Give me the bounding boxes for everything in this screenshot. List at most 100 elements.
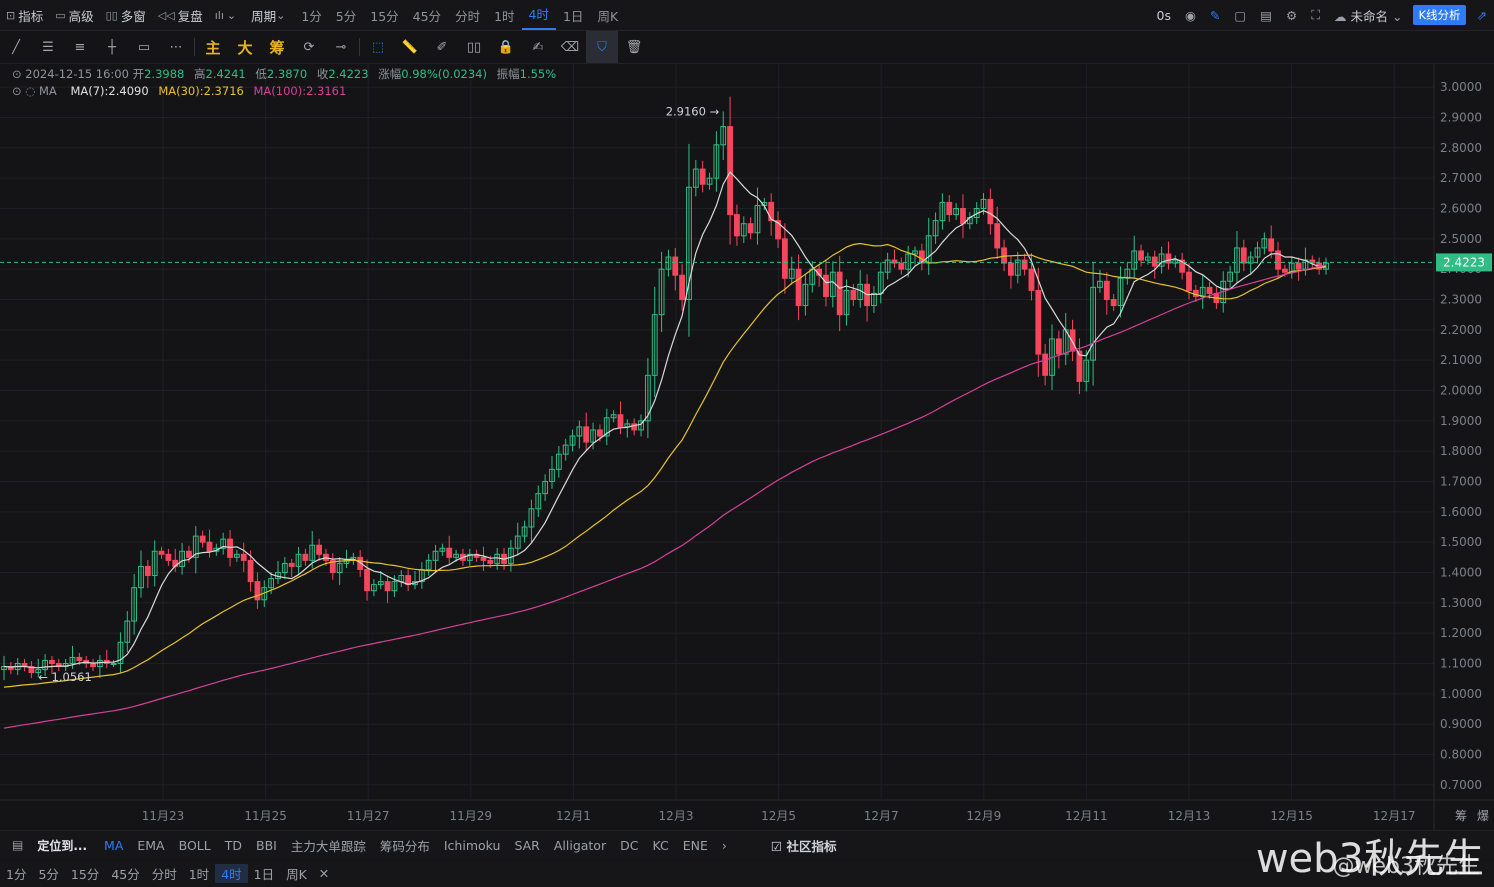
candle-body: [1117, 277, 1124, 307]
collapse-icon[interactable]: ⊙: [12, 84, 22, 98]
more-tools-icon[interactable]: ⋯: [169, 39, 183, 55]
candle-body: [1295, 262, 1302, 270]
lock-icon[interactable]: 🔒: [497, 39, 515, 55]
replay-button[interactable]: ◁◁ 复盘: [152, 0, 209, 30]
eye-icon[interactable]: ◌: [25, 84, 36, 98]
indicator-ma[interactable]: MA: [104, 837, 124, 853]
candle-body: [446, 547, 453, 558]
chevron-right-icon[interactable]: ›: [721, 837, 727, 853]
parallel-lines-icon[interactable]: ☰: [42, 39, 54, 55]
candle-body: [1288, 262, 1295, 273]
chip-toggle[interactable]: 筹: [269, 38, 285, 57]
indicator-kc[interactable]: KC: [652, 837, 669, 853]
candle-body: [535, 493, 542, 510]
layout-icon[interactable]: ▤: [12, 838, 24, 852]
interval-15m[interactable]: 15分: [370, 8, 399, 24]
candle-body: [1240, 247, 1247, 264]
bottom-interval-1h[interactable]: 1时: [188, 867, 210, 882]
low-value: 2.3870: [266, 67, 308, 81]
indicator-label: 指标: [18, 8, 44, 24]
watermark-sub: @web3秋先生: [1332, 854, 1481, 879]
sync-icon[interactable]: ⟳: [303, 39, 315, 55]
ma-legend: ⊙ ◌ MA MA(7):2.4090 MA(30):2.3716 MA(100…: [12, 84, 346, 98]
candle-body: [302, 553, 309, 561]
y-tick-label: 2.6000: [1440, 202, 1482, 216]
horizontal-lines-icon[interactable]: ≡: [74, 39, 86, 55]
indicator-alligator[interactable]: Alligator: [553, 837, 607, 853]
interval-1d[interactable]: 1日: [562, 8, 584, 24]
bottom-interval-time-share[interactable]: 分时: [151, 867, 177, 882]
community-indicators-button[interactable]: ☑ 社区指标: [764, 836, 844, 855]
locate-button[interactable]: 定位到...: [37, 838, 88, 853]
candle-body: [617, 414, 624, 428]
indicator-ema[interactable]: EMA: [137, 837, 165, 853]
horizontal-ray-icon[interactable]: ┼: [108, 39, 116, 55]
candle-body: [384, 581, 391, 592]
period-button[interactable]: 周期 ⌄: [245, 0, 294, 30]
bottom-interval-4h[interactable]: 4时: [215, 864, 248, 883]
bottom-interval-1m[interactable]: 1分: [6, 867, 27, 882]
ruler-icon[interactable]: 📏: [401, 39, 419, 55]
close-icon[interactable]: ✕: [318, 866, 330, 881]
indicator-boll[interactable]: BOLL: [178, 837, 211, 853]
indicator-main-force[interactable]: 主力大单跟踪: [290, 838, 366, 854]
share-icon[interactable]: ⇗: [1476, 7, 1487, 23]
indicator-sar[interactable]: SAR: [514, 837, 540, 853]
interval-1m[interactable]: 1分: [301, 8, 322, 24]
indicator-button[interactable]: ⊡ 指标: [0, 0, 49, 30]
list-icon[interactable]: ▤: [1260, 7, 1273, 23]
chart-type-button[interactable]: ılı ⌄: [209, 0, 245, 30]
candle-body: [775, 220, 781, 240]
indicator-dc[interactable]: DC: [620, 837, 639, 853]
indicator-td[interactable]: TD: [224, 837, 242, 853]
trendline-icon[interactable]: ╱: [12, 39, 20, 55]
fullscreen-icon[interactable]: ⛶: [1311, 7, 1321, 22]
trash-icon[interactable]: 🗑: [625, 39, 643, 55]
indicator-chip-dist[interactable]: 筹码分布: [379, 838, 430, 854]
filter-icon[interactable]: ⛉: [586, 31, 618, 63]
candle-icon[interactable]: ▯▯: [466, 39, 482, 55]
price-chart[interactable]: 3.00002.90002.80002.70002.60002.50002.40…: [0, 64, 1494, 830]
candle-body: [1179, 259, 1186, 273]
main-chart-toggle[interactable]: 主: [205, 38, 221, 57]
pen-icon[interactable]: ✎: [1209, 7, 1221, 23]
candle-body: [521, 526, 528, 537]
interval-time-share[interactable]: 分时: [455, 8, 481, 24]
indicator-bbi[interactable]: BBI: [256, 837, 277, 853]
indicator-ene[interactable]: ENE: [682, 837, 708, 853]
candle-body: [1282, 268, 1288, 273]
camera-icon[interactable]: ◉: [1185, 7, 1196, 23]
candle-body: [49, 659, 55, 665]
ma7-line: [3, 171, 1327, 669]
select-icon[interactable]: ⬚: [371, 39, 385, 55]
x-tick-label: 12月17: [1373, 809, 1416, 823]
bottom-interval-week[interactable]: 周K: [286, 867, 307, 882]
interval-45m[interactable]: 45分: [412, 8, 442, 24]
multi-window-button[interactable]: ▯▯ 多窗: [100, 0, 152, 30]
bottom-interval-5m[interactable]: 5分: [38, 867, 59, 882]
gear-icon[interactable]: ⚙: [1286, 7, 1298, 23]
kline-analysis-button[interactable]: K线分析: [1413, 5, 1466, 25]
ma30-value: MA(30):2.3716: [158, 84, 244, 98]
magnet-icon[interactable]: ⊸: [335, 39, 347, 55]
candle-body: [370, 584, 377, 592]
big-order-toggle[interactable]: 大: [237, 38, 253, 57]
bottom-interval-45m[interactable]: 45分: [111, 867, 140, 882]
comment-icon[interactable]: ▢: [1234, 7, 1247, 23]
layout-name-button[interactable]: ☁ 未命名 ⌄: [1334, 8, 1403, 24]
collapse-icon[interactable]: ⊙: [12, 67, 22, 81]
interval-5m[interactable]: 5分: [335, 8, 357, 24]
interval-4h[interactable]: 4时: [521, 0, 556, 30]
advanced-button[interactable]: ▭ 高级: [49, 0, 99, 30]
candle-body: [144, 565, 151, 577]
brush-icon[interactable]: ✐: [436, 39, 448, 55]
rectangle-icon[interactable]: ▭: [137, 39, 151, 55]
bottom-interval-1d[interactable]: 1日: [253, 867, 275, 882]
candle-body: [1234, 247, 1240, 273]
indicator-ichimoku[interactable]: Ichimoku: [443, 837, 501, 853]
note-icon[interactable]: ✍: [532, 39, 544, 55]
eraser-icon[interactable]: ⌫: [560, 39, 580, 55]
interval-week[interactable]: 周K: [597, 8, 619, 24]
interval-1h[interactable]: 1时: [494, 8, 515, 24]
bottom-interval-15m[interactable]: 15分: [70, 867, 100, 882]
